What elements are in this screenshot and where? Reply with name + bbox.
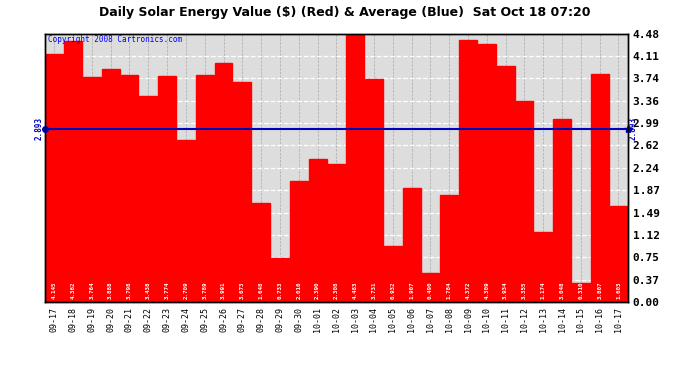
Bar (308, 159, 326, 302)
Text: 4.362: 4.362 (70, 282, 76, 300)
Bar (384, 246, 402, 302)
Bar (196, 75, 214, 302)
Text: 4.309: 4.309 (484, 282, 489, 300)
Text: 0.733: 0.733 (277, 282, 282, 300)
Bar (572, 284, 590, 302)
Text: 3.048: 3.048 (560, 282, 564, 300)
Text: 3.438: 3.438 (146, 282, 151, 300)
Bar (158, 76, 176, 302)
Text: Copyright 2008 Cartronics.com: Copyright 2008 Cartronics.com (48, 35, 182, 44)
Bar (177, 140, 195, 302)
Bar (365, 79, 383, 302)
Bar (591, 74, 609, 302)
Text: 1.174: 1.174 (541, 282, 546, 300)
Text: 3.673: 3.673 (240, 282, 245, 300)
Bar (440, 195, 458, 302)
Bar (215, 63, 233, 302)
Text: 0.932: 0.932 (391, 282, 395, 300)
Text: 0.490: 0.490 (428, 282, 433, 300)
Text: 1.648: 1.648 (259, 282, 264, 300)
Text: 3.934: 3.934 (503, 282, 508, 300)
Text: 4.372: 4.372 (466, 282, 471, 300)
Bar (139, 96, 157, 302)
Bar (290, 181, 308, 302)
Text: 2.016: 2.016 (296, 282, 302, 300)
Bar (121, 75, 139, 302)
Text: 2.709: 2.709 (184, 282, 188, 300)
Text: 1.603: 1.603 (616, 282, 621, 300)
Bar (46, 54, 63, 302)
Text: 3.807: 3.807 (597, 282, 602, 300)
Text: 1.784: 1.784 (446, 282, 452, 300)
Bar (459, 40, 477, 302)
Bar (64, 41, 82, 302)
Text: 4.483: 4.483 (353, 282, 357, 300)
Text: 4.145: 4.145 (52, 282, 57, 300)
Bar (515, 101, 533, 302)
Bar (497, 66, 515, 302)
Bar (83, 76, 101, 302)
Text: 3.764: 3.764 (90, 282, 95, 300)
Bar (478, 44, 496, 302)
Text: 0.310: 0.310 (578, 282, 583, 300)
Text: 2.893: 2.893 (629, 117, 638, 140)
Bar (233, 82, 251, 302)
Bar (422, 273, 440, 302)
Text: 1.907: 1.907 (409, 282, 414, 300)
Bar (328, 164, 345, 302)
Text: 2.390: 2.390 (315, 282, 320, 300)
Bar (609, 206, 627, 302)
Text: 3.888: 3.888 (108, 282, 113, 300)
Text: 3.991: 3.991 (221, 282, 226, 300)
Bar (253, 203, 270, 302)
Bar (403, 188, 420, 302)
Text: 2.308: 2.308 (334, 282, 339, 300)
Text: 3.774: 3.774 (165, 282, 170, 300)
Bar (553, 120, 571, 302)
Bar (534, 232, 552, 302)
Text: 2.893: 2.893 (35, 117, 44, 140)
Text: 3.798: 3.798 (127, 282, 132, 300)
Text: Daily Solar Energy Value ($) (Red) & Average (Blue)  Sat Oct 18 07:20: Daily Solar Energy Value ($) (Red) & Ave… (99, 6, 591, 19)
Bar (271, 258, 289, 302)
Bar (346, 34, 364, 302)
Bar (101, 69, 119, 302)
Text: 3.355: 3.355 (522, 282, 527, 300)
Text: 3.731: 3.731 (371, 282, 377, 300)
Text: 3.789: 3.789 (202, 282, 207, 300)
